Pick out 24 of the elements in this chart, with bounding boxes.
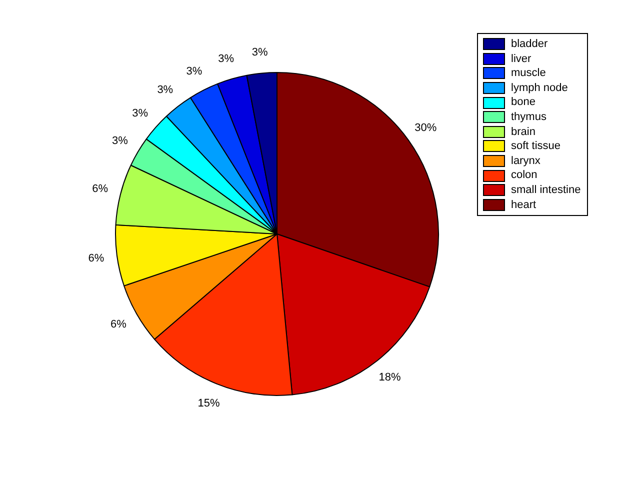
- data-label: 3%: [132, 107, 148, 120]
- legend-label: liver: [511, 52, 532, 66]
- legend-label: thymus: [511, 110, 546, 125]
- data-label: 30%: [414, 122, 437, 134]
- legend-label: small intestine: [511, 182, 581, 198]
- data-label: 3%: [186, 65, 202, 78]
- data-label: 3%: [157, 84, 174, 96]
- legend-label: larynx: [511, 154, 540, 168]
- legend-label: bone: [511, 95, 536, 110]
- legend-label: bladder: [511, 37, 548, 52]
- legend-label: muscle: [511, 66, 546, 81]
- legend-label: lymph node: [511, 80, 568, 96]
- data-label: 18%: [378, 372, 401, 384]
- legend-label: colon: [511, 168, 538, 183]
- data-label: 6%: [88, 252, 104, 265]
- legend-label: brain: [511, 124, 536, 140]
- legend-label: heart: [511, 198, 536, 212]
- data-label: 6%: [92, 183, 108, 196]
- legend-label: soft tissue: [511, 139, 561, 154]
- data-label: 3%: [112, 135, 128, 148]
- data-label: 3%: [218, 52, 234, 65]
- data-label: 6%: [110, 318, 127, 330]
- data-label: 15%: [198, 397, 220, 410]
- data-label: 3%: [252, 46, 268, 58]
